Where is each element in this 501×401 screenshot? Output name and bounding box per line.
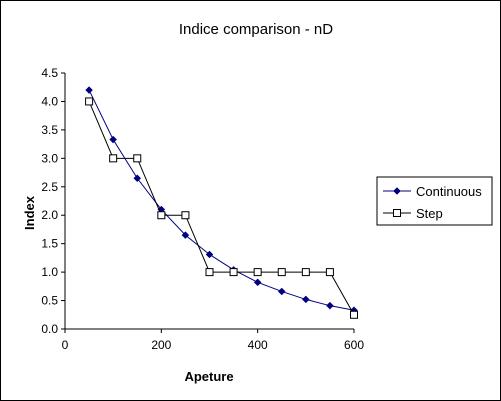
x-tick-label: 200 — [151, 338, 171, 352]
data-point-step — [301, 268, 310, 277]
y-tick-label: 2.5 — [41, 180, 58, 194]
data-point-continuous — [326, 301, 334, 310]
y-axis-title: Index — [22, 195, 37, 230]
plot-area — [64, 73, 354, 330]
legend-marker-continuous — [393, 187, 401, 195]
series-continuous — [85, 86, 358, 315]
data-point-step — [325, 268, 334, 277]
data-point-continuous — [277, 287, 286, 296]
legend-marker-step — [393, 209, 401, 217]
data-point-continuous — [181, 231, 190, 239]
data-point-step — [253, 268, 262, 277]
y-axis-ticks: 0.0 0.5 1.0 1.5 2.0 2.5 3.0 3.5 4.0 4.5 — [41, 66, 65, 336]
legend-label-step: Step — [416, 206, 443, 221]
data-point-continuous — [301, 295, 310, 304]
x-axis-ticks: 0 200 400 600 — [62, 329, 364, 352]
y-tick-label: 0.5 — [41, 294, 58, 308]
y-tick-label: 3.5 — [41, 123, 58, 137]
data-point-step — [205, 268, 214, 277]
data-point-continuous — [205, 250, 214, 259]
x-tick-label: 0 — [62, 338, 69, 352]
y-tick-label: 1.0 — [41, 265, 58, 279]
data-point-step — [133, 154, 142, 163]
chart-title: Indice comparison - nD — [179, 21, 333, 38]
x-axis-title: Apeture — [184, 369, 233, 384]
data-point-step — [157, 211, 166, 220]
data-point-step — [229, 268, 238, 277]
data-point-step — [277, 268, 286, 277]
legend: Continuous Step — [376, 176, 493, 226]
y-tick-label: 2.0 — [41, 208, 58, 222]
series-line-step — [88, 101, 355, 316]
x-tick-label: 600 — [344, 338, 364, 352]
data-point-step — [85, 97, 94, 106]
series-line-continuous — [88, 89, 355, 311]
y-tick-label: 4.0 — [41, 94, 58, 108]
x-tick-label: 400 — [248, 338, 268, 352]
series-step — [85, 97, 358, 319]
data-point-step — [350, 310, 358, 319]
data-point-continuous — [85, 86, 93, 94]
data-point-continuous — [109, 135, 118, 144]
data-point-step — [181, 211, 190, 220]
y-tick-label: 1.5 — [41, 237, 58, 251]
y-tick-label: 4.5 — [41, 66, 58, 80]
data-point-continuous — [133, 174, 142, 183]
data-point-continuous — [253, 278, 262, 287]
y-tick-label: 3.0 — [41, 151, 58, 165]
series-layer — [85, 86, 358, 319]
data-point-step — [109, 154, 118, 163]
y-tick-label: 0.0 — [41, 322, 58, 336]
legend-item-continuous: Continuous — [383, 184, 482, 199]
legend-item-step: Step — [383, 206, 443, 221]
legend-label-continuous: Continuous — [416, 184, 482, 199]
